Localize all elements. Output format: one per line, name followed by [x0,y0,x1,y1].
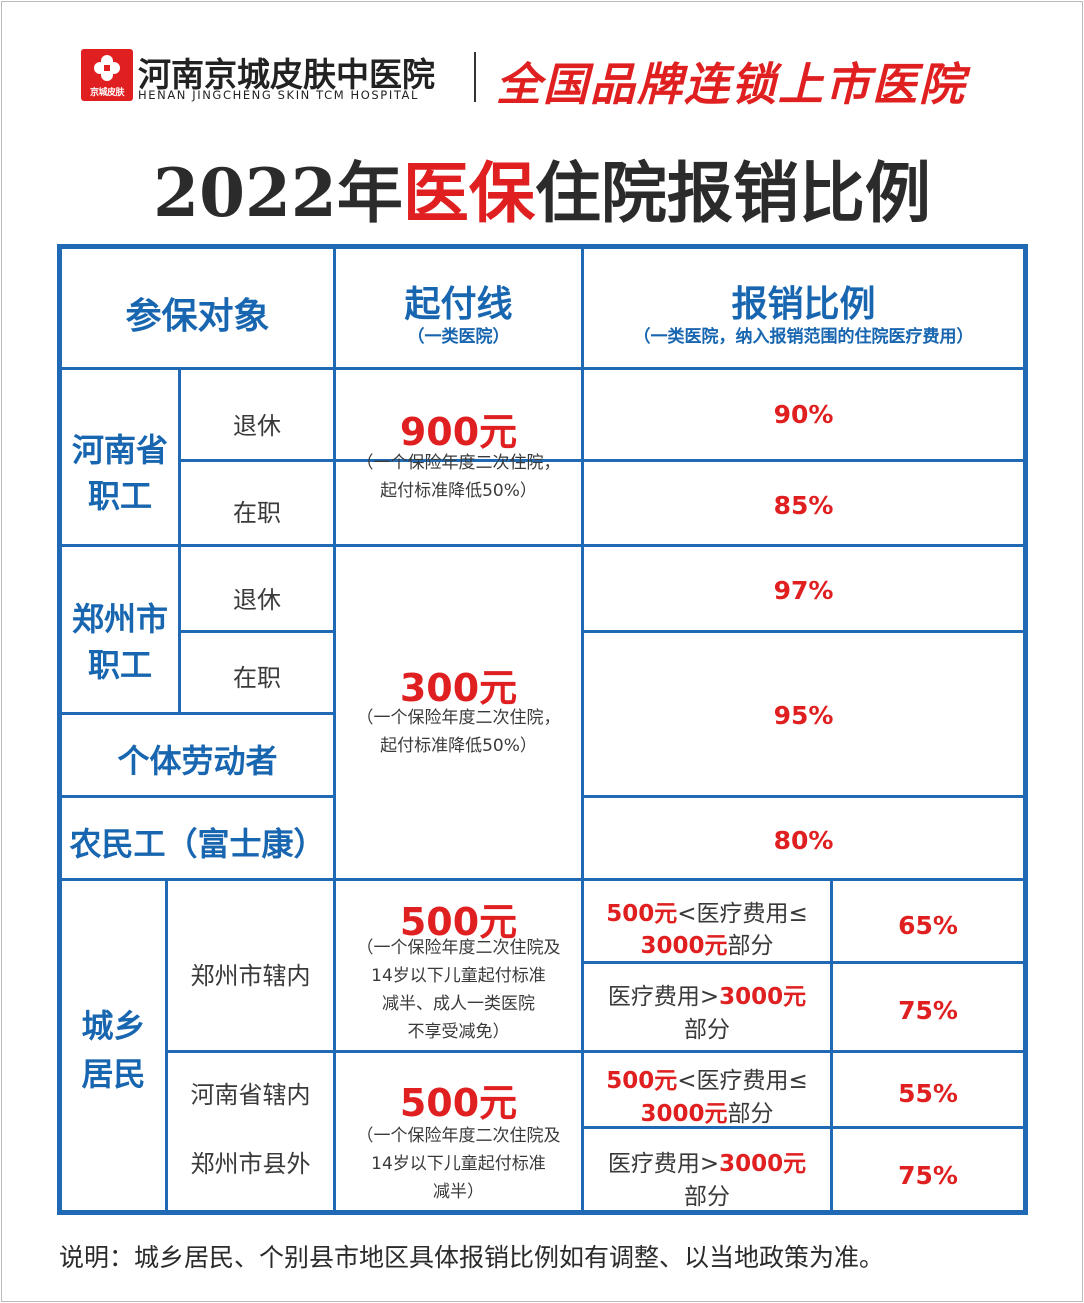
reimbursement-table: 参保对象 起付线 （一类医院） 报销比例 （一类医院，纳入报销范围的住院医疗费用… [57,244,1028,1215]
amount: 500元 [606,1068,678,1094]
row-divider [62,712,335,715]
header-ratio-note: （一类医院，纳入报销范围的住院医疗费用） [633,327,974,347]
zhengzhou-inner-tier2-line2: 部分 [684,1017,730,1043]
condition: 医疗费用> [607,1151,720,1177]
title-year: 2022年 [153,154,403,232]
amount: 3000元 [640,1101,728,1127]
outer-tier2-ratio: 75% [898,1161,958,1190]
henan-deductible-note-2: 起付标准降低50%） [380,481,537,501]
group-residents-line2: 居民 [81,1055,146,1093]
row-divider [62,878,1023,881]
amount: 3000元 [640,933,728,959]
zhengzhou-inner-tier2-ratio: 75% [898,996,958,1025]
outer-deductible: 500元 [399,1081,518,1125]
outer-tier2-line1: 医疗费用>3000元 [584,1144,830,1178]
zhengzhou-inner-deductible: 500元 [399,900,518,944]
shared-deductible: 300元 [399,666,518,710]
group-zhengzhou-line1: 郑州市 [71,600,168,638]
migrant-worker-label: 农民工（富士康） [69,825,326,863]
row-divider [583,961,1023,964]
row-divider [180,630,335,633]
outer-tier1-line1: 500元<医疗费用≤ [584,1061,830,1095]
shared-deductible-note-2: 起付标准降低50%） [380,736,537,756]
amount: 3000元 [719,1151,807,1177]
header-divider [474,52,476,102]
shared-deductible-note-1: （一个保险年度二次住院， [356,708,561,728]
title-highlight: 医保 [402,154,535,232]
row-divider [583,795,1023,798]
row-divider [62,367,1023,370]
zhengzhou-retired-ratio: 97% [773,576,834,605]
zhengzhou-employed-ratio: 95% [773,701,834,730]
zhengzhou-inner-tier1-ratio: 65% [898,911,958,940]
slogan: 全国品牌连锁上市医院 [496,58,967,111]
zhengzhou-inner-note-2: 14岁以下儿童起付标准 [371,966,546,986]
title-suffix: 住院报销比例 [534,154,931,232]
col-divider [165,878,168,1210]
page-title: 2022年医保住院报销比例 [0,140,1084,236]
logo-caption: 京城皮肤 [89,88,125,98]
suffix: 部分 [727,933,774,959]
migrant-ratio: 80% [773,826,834,855]
zhengzhou-inner-note-1: （一个保险年度二次住院及 [356,938,561,958]
group-residents-line1: 城乡 [81,1007,146,1045]
henan-deductible-note-1: （一个保险年度二次住院， [356,453,561,473]
individual-worker-label: 个体劳动者 [117,742,278,780]
row-divider [583,1126,1023,1129]
outer-note-3: 减半） [433,1182,484,1202]
amount: 3000元 [719,984,807,1010]
henan-retired-ratio: 90% [773,400,834,429]
outer-tier1-ratio: 55% [898,1079,958,1108]
hospital-name: 河南京城皮肤中医院 [138,55,435,94]
header-deductible-note: （一类医院） [407,327,510,347]
zhengzhou-inner-tier1-line2: 3000元部分 [584,926,830,960]
header-deductible: 起付线 [404,284,513,325]
condition: <医疗费用≤ [677,1068,808,1094]
cross-flower-icon [94,55,120,81]
zhengzhou-employed-label: 在职 [233,664,281,692]
col-divider [178,367,181,712]
col-divider [830,878,833,1210]
row-divider [62,544,1023,547]
outer-note-2: 14岁以下儿童起付标准 [371,1154,546,1174]
amount: 500元 [606,901,678,927]
group-zhengzhou-line2: 职工 [87,646,152,684]
col-divider [333,249,336,1210]
condition: <医疗费用≤ [677,901,808,927]
hospital-logo: 京城皮肤 [81,49,133,101]
henan-retired-label: 退休 [233,412,281,440]
header-insured: 参保对象 [125,296,270,337]
hospital-name-en: HENAN JINGCHENG SKIN TCM HOSPITAL [138,88,420,102]
zhengzhou-inner-tier2-line1: 医疗费用>3000元 [584,977,830,1011]
zhengzhou-inner-note-4: 不享受减免） [407,1022,510,1042]
zhengzhou-inner-area: 郑州市辖内 [190,962,311,990]
henan-employed-ratio: 85% [773,491,834,520]
zhengzhou-inner-tier1-line1: 500元<医疗费用≤ [584,894,830,928]
henan-employed-label: 在职 [233,499,281,527]
zhengzhou-inner-note-3: 减半、成人一类医院 [382,994,535,1014]
outer-tier1-line2: 3000元部分 [584,1094,830,1128]
row-divider [62,795,335,798]
footer-note: 说明：城乡居民、个别县市地区具体报销比例如有调整、以当地政策为准。 [59,1243,885,1272]
outer-area-1: 河南省辖内 [190,1081,311,1109]
row-divider [180,459,1023,462]
outer-tier2-line2: 部分 [684,1184,730,1210]
condition: 医疗费用> [607,984,720,1010]
col-divider [581,249,584,1210]
row-divider [583,630,1023,633]
header-ratio: 报销比例 [731,284,876,325]
outer-note-1: （一个保险年度二次住院及 [356,1126,561,1146]
group-henan-line2: 职工 [87,477,152,515]
group-henan-line1: 河南省 [71,431,168,469]
row-divider [167,1050,1023,1053]
suffix: 部分 [727,1101,774,1127]
outer-area-2: 郑州市县外 [190,1150,311,1178]
henan-deductible: 900元 [399,410,518,454]
zhengzhou-retired-label: 退休 [233,586,281,614]
